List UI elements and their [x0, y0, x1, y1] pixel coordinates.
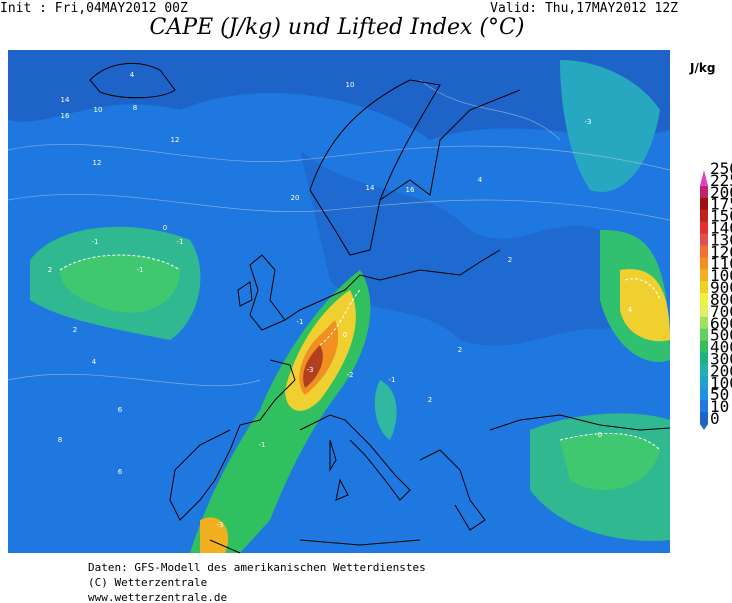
colorbar-label: 300	[710, 349, 732, 368]
contour-label: 2	[73, 326, 77, 334]
colorbar-segment	[700, 209, 708, 223]
contour-label: 8	[58, 436, 62, 444]
colorbar-segment	[700, 400, 708, 413]
contour-label: 16	[61, 112, 70, 120]
contour-label: 2	[48, 266, 52, 274]
contour-label: 16	[406, 186, 415, 194]
colorbar-label: 800	[710, 290, 732, 309]
contour-label: 0	[163, 224, 167, 232]
colorbar-label: 1500	[710, 207, 732, 226]
colorbar-label: 600	[710, 314, 732, 333]
colorbar-segment	[700, 245, 708, 258]
contour-label: 12	[171, 136, 180, 144]
footer-line: www.wetterzentrale.de	[88, 591, 227, 603]
colorbar-cap	[700, 424, 708, 430]
colorbar-label: 50	[710, 385, 729, 404]
colorbar-segment	[700, 364, 708, 377]
colorbar-label: 700	[710, 302, 732, 321]
map	[7, 50, 671, 554]
colorbar-cap	[700, 170, 708, 186]
colorbar-label: 100	[710, 373, 732, 392]
colorbar-segment	[700, 328, 708, 342]
colorbar-segment	[700, 316, 708, 330]
contour-label: -1	[259, 441, 266, 449]
colorbar-segment	[700, 185, 708, 199]
colorbar-segment	[700, 340, 708, 354]
contour-label: 0	[343, 331, 347, 339]
contour-label: 4	[628, 306, 633, 314]
contour-label: -3	[307, 366, 314, 374]
contour-label: -1	[297, 318, 304, 326]
contour-label: 4	[130, 71, 135, 79]
colorbar-segment	[700, 257, 708, 270]
contour-label: -2	[347, 371, 354, 379]
colorbar-segment	[700, 376, 708, 389]
contour-label: 2	[428, 396, 432, 404]
colorbar-label: 10	[710, 397, 729, 416]
contour-label: 4	[478, 176, 483, 184]
footer-line: (C) Wetterzentrale	[88, 576, 207, 589]
colorbar-segment	[700, 304, 708, 318]
contour-label: 2	[458, 346, 462, 354]
contour-label: -1	[177, 238, 184, 246]
colorbar-label: 200	[710, 361, 732, 380]
footer-line: Daten: GFS-Modell des amerikanischen Wet…	[88, 561, 426, 574]
contour-label: 6	[118, 406, 123, 414]
contour-label: 2	[508, 256, 512, 264]
colorbar-label: 900	[710, 278, 732, 297]
contour-label: -3	[217, 521, 224, 529]
contour-label: 6	[118, 468, 123, 476]
title: CAPE (J/kg) und Lifted Index (°C)	[150, 15, 525, 40]
contour-labels: 4 14 16 12 10 8 12 -1 -1 0 2 -1 2 4 6 -3 -1 0 -2 -1 2 -3 -1 6 4 2…	[48, 71, 633, 529]
colorbar-label: 1100	[710, 254, 732, 273]
colorbar-segment	[700, 412, 708, 425]
colorbar-label: 2500	[710, 159, 732, 178]
contour-label: 4	[92, 358, 97, 366]
colorbar-label: 1750	[710, 195, 732, 214]
colorbar-label: 500	[710, 326, 732, 345]
contour-label: 0	[598, 431, 602, 439]
contour-label: 8	[133, 104, 137, 112]
init-text: Init : Fri,04MAY2012 00Z	[0, 1, 188, 16]
colorbar-segment	[700, 281, 708, 294]
colorbar-segment	[700, 388, 708, 401]
colorbar-segment	[700, 197, 708, 211]
contour-label: 20	[291, 194, 300, 202]
contour-label: 12	[93, 159, 102, 167]
colorbar-label: 1000	[710, 266, 732, 285]
contour-label: -1	[389, 376, 396, 384]
contour-label: -1	[92, 238, 99, 246]
colorbar-label: 2250	[710, 171, 732, 190]
colorbar-label: 1300	[710, 230, 732, 249]
legend-unit: J/kg	[689, 61, 715, 75]
contour-label: -1	[137, 266, 144, 274]
colorbar-segment	[700, 269, 708, 282]
contour-label: 14	[366, 184, 375, 192]
contour-label: -3	[585, 118, 592, 126]
contour-label: 10	[346, 81, 355, 89]
colorbar-label: 1400	[710, 219, 732, 238]
colorbar-segment	[700, 221, 708, 235]
colorbar-label: 2000	[710, 183, 732, 202]
contour-label: 14	[61, 96, 70, 104]
colorbar: 2500225020001750150014001300120011001000…	[700, 159, 732, 430]
colorbar-label: 400	[710, 338, 732, 357]
colorbar-segment	[700, 352, 708, 365]
colorbar-segment	[700, 233, 708, 246]
valid-text: Valid: Thu,17MAY2012 12Z	[490, 1, 678, 16]
colorbar-segment	[700, 293, 708, 306]
contour-label: 10	[94, 106, 103, 114]
colorbar-label: 0	[710, 409, 720, 428]
